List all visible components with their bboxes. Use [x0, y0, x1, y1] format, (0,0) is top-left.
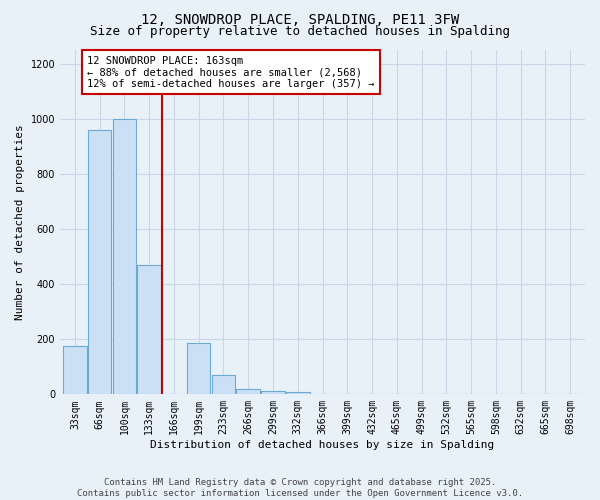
Bar	[212, 375, 235, 394]
Bar	[137, 265, 161, 394]
Text: Contains HM Land Registry data © Crown copyright and database right 2025.
Contai: Contains HM Land Registry data © Crown c…	[77, 478, 523, 498]
Bar	[236, 389, 260, 394]
Bar	[261, 391, 285, 394]
X-axis label: Distribution of detached houses by size in Spalding: Distribution of detached houses by size …	[151, 440, 494, 450]
Bar	[187, 344, 211, 394]
Text: 12 SNOWDROP PLACE: 163sqm
← 88% of detached houses are smaller (2,568)
12% of se: 12 SNOWDROP PLACE: 163sqm ← 88% of detac…	[87, 56, 375, 88]
Y-axis label: Number of detached properties: Number of detached properties	[15, 124, 25, 320]
Bar	[88, 130, 112, 394]
Text: 12, SNOWDROP PLACE, SPALDING, PE11 3FW: 12, SNOWDROP PLACE, SPALDING, PE11 3FW	[141, 12, 459, 26]
Bar	[286, 392, 310, 394]
Text: Size of property relative to detached houses in Spalding: Size of property relative to detached ho…	[90, 25, 510, 38]
Bar	[113, 119, 136, 394]
Bar	[63, 346, 86, 395]
